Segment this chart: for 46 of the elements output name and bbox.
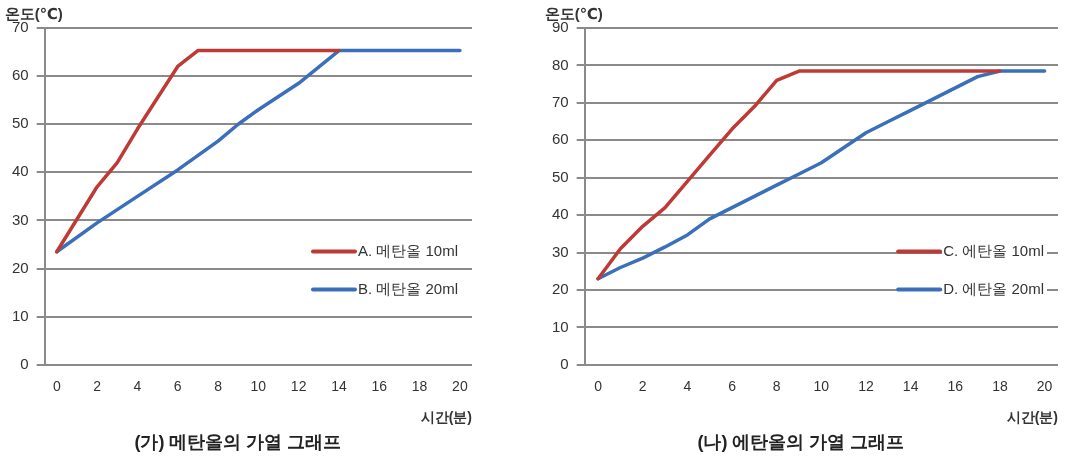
- x-tick-label: 4: [133, 378, 142, 395]
- x-tick-label: 10: [250, 378, 267, 395]
- y-tick-label: 80: [552, 55, 569, 73]
- x-tick-label: 8: [214, 378, 223, 395]
- x-tick-label: 2: [93, 378, 102, 395]
- x-tick-label: 6: [173, 378, 182, 395]
- y-tick-label: 30: [552, 242, 569, 260]
- y-tick-label: 40: [12, 162, 29, 180]
- y-tick-label: 0: [560, 354, 569, 372]
- x-tick-label: 12: [290, 378, 307, 395]
- x-tick-label: 20: [452, 378, 468, 395]
- legend-label: C. 에탄올 10ml: [943, 241, 1045, 259]
- legend-label: A. 메탄올 10ml: [357, 241, 459, 259]
- x-tick-label: 20: [1036, 378, 1053, 395]
- y-tick-label: 30: [12, 210, 29, 228]
- y-tick-label: 70: [552, 92, 569, 110]
- y-tick-label: 20: [552, 280, 569, 298]
- y-tick-label: 50: [552, 167, 569, 185]
- x-axis-title: 시간(분): [420, 408, 472, 425]
- text: (나) 에탄올의 가열 그래프: [697, 432, 905, 453]
- x-tick-label: 16: [371, 378, 388, 395]
- x-axis-title: 시간(분): [1006, 408, 1058, 425]
- legend-label: D. 에탄올 20ml: [943, 279, 1045, 297]
- legend-label: B. 메탄올 20ml: [357, 279, 459, 297]
- x-tick-label: 16: [947, 378, 964, 395]
- y-tick-label: 60: [12, 66, 29, 84]
- x-tick-label: 6: [728, 378, 737, 395]
- x-tick-label: 8: [772, 378, 781, 395]
- y-tick-label: 10: [552, 317, 569, 335]
- x-tick-label: 4: [683, 378, 692, 395]
- y-tick-label: 10: [12, 306, 29, 324]
- x-tick-label: 10: [813, 378, 830, 395]
- x-tick-label: 0: [52, 378, 61, 395]
- x-tick-label: 18: [992, 378, 1008, 395]
- y-tick-label: 0: [20, 354, 29, 372]
- y-tick-label: 50: [12, 114, 29, 132]
- x-tick-label: 12: [858, 378, 874, 395]
- y-tick-label: 40: [552, 205, 569, 223]
- x-tick-label: 18: [411, 378, 428, 395]
- text: (가) 메탄올의 가열 그래프: [134, 432, 342, 453]
- x-tick-label: 0: [594, 378, 603, 395]
- y-tick-label: 60: [552, 130, 569, 148]
- y-tick-label: 20: [12, 258, 29, 276]
- x-tick-label: 14: [902, 378, 919, 395]
- x-tick-label: 14: [331, 378, 347, 395]
- x-tick-label: 2: [638, 378, 647, 395]
